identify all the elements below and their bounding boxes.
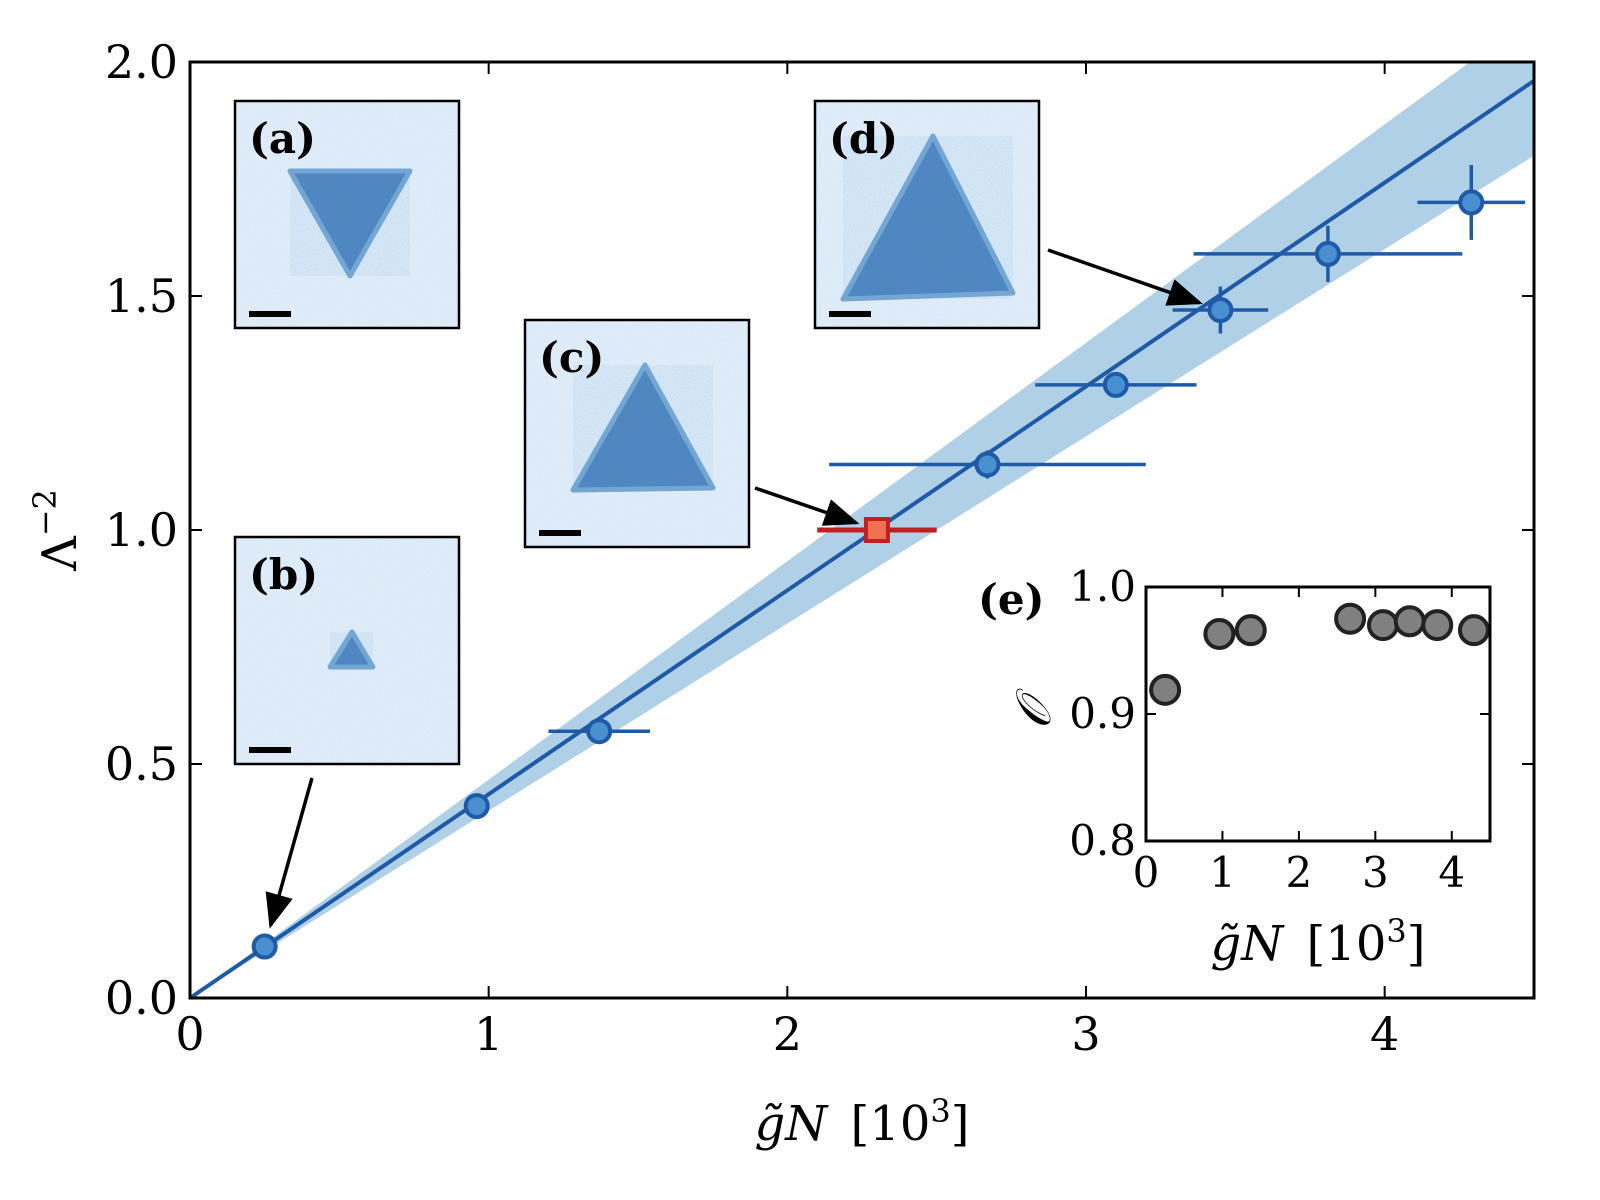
y-tick-label: 1.5 <box>105 269 178 323</box>
inset-point <box>1203 617 1236 650</box>
arrow-d <box>1047 248 1203 306</box>
image-panel-b: (b) <box>233 535 461 766</box>
inset-x-tick-label: 0 <box>1133 848 1160 897</box>
inset-y-tick-label: 1.0 <box>1069 562 1136 611</box>
data-point <box>463 793 490 820</box>
panel-arrows <box>265 248 1203 929</box>
panel-label: (b) <box>249 550 318 599</box>
x-tick-label: 1 <box>474 1007 503 1061</box>
data-point <box>548 718 650 745</box>
main-ticks: 0 1 2 3 40.00.51.01.52.0 <box>105 35 1534 1061</box>
inset-data-points <box>1149 602 1490 706</box>
panel-frame <box>523 318 751 549</box>
inset-x-tick-label: 4 <box>1438 848 1465 897</box>
point-marker <box>586 718 613 745</box>
data-points <box>251 164 1526 960</box>
point-marker <box>1314 240 1341 267</box>
x-tick-label: 0 <box>175 1007 204 1061</box>
inset-point <box>1234 614 1267 647</box>
data-point <box>1193 225 1463 282</box>
panel-frame <box>813 99 1041 330</box>
square-marker <box>863 517 890 543</box>
inset-point <box>1366 609 1399 642</box>
inset-ticks: 0 1 2 3 4 0.8 0.9 1.0 <box>1069 562 1490 897</box>
x-tick-label: 4 <box>1370 1007 1399 1061</box>
condensate-noise <box>573 365 713 490</box>
inset-point <box>1393 605 1426 638</box>
inset-x-tick-label: 1 <box>1209 848 1236 897</box>
inset-panel-label: (e) <box>978 575 1044 624</box>
inset-plot: 0 1 2 3 4 0.8 0.9 1.0 (e) 𝒪 g̃N [103] <box>978 562 1492 972</box>
y-tick-label: 1.0 <box>105 503 178 557</box>
panel-frame <box>233 535 461 766</box>
point-marker <box>463 793 490 820</box>
image-panel-c: (c) <box>523 318 751 549</box>
main-axes-frame <box>188 60 1536 1000</box>
arrow-c <box>754 486 860 526</box>
point-marker <box>1458 189 1485 216</box>
y-tick-label: 0.5 <box>105 737 178 791</box>
x-tick-label: 3 <box>1071 1007 1100 1061</box>
panel-label: (c) <box>539 333 604 382</box>
point-marker <box>1207 297 1234 324</box>
data-point <box>251 933 278 960</box>
image-panel-d: (d) <box>813 99 1041 330</box>
inset-point <box>1334 602 1367 635</box>
inset-axes-frame <box>1144 585 1492 843</box>
point-marker <box>974 451 1001 478</box>
highlight-point <box>817 517 937 543</box>
y-tick-label: 2.0 <box>105 35 178 89</box>
data-point <box>1172 286 1269 334</box>
inset-x-tick-label: 3 <box>1362 848 1389 897</box>
inset-point <box>1421 609 1454 642</box>
condensate-noise <box>330 632 373 667</box>
y-axis-label: Λ−2 <box>26 489 88 572</box>
data-point <box>1035 371 1197 398</box>
inset-y-tick-label: 0.9 <box>1069 689 1136 738</box>
fit-line <box>190 79 1534 998</box>
inset-x-tick-label: 2 <box>1286 848 1313 897</box>
inset-y-axis-label: 𝒪 <box>1006 688 1062 729</box>
y-tick-label: 0.0 <box>105 971 178 1025</box>
condensate-noise <box>843 136 1013 299</box>
inset-point <box>1457 614 1490 647</box>
inset-y-tick-label: 0.8 <box>1069 816 1136 865</box>
data-point <box>829 450 1146 479</box>
panel-frame <box>233 99 461 330</box>
point-marker <box>1102 371 1129 398</box>
condensate-noise <box>290 171 410 276</box>
inset-point <box>1149 673 1182 706</box>
inset-x-axis-label: g̃N [103] <box>1211 912 1426 972</box>
x-tick-label: 2 <box>773 1007 802 1061</box>
arrow-b <box>265 777 314 929</box>
panel-label: (a) <box>249 114 316 163</box>
panel-label: (d) <box>829 114 898 163</box>
image-panels: (a) (b) (c) (d) <box>233 99 1041 766</box>
image-panel-a: (a) <box>233 99 461 330</box>
x-axis-label: g̃N [103] <box>755 1092 970 1152</box>
data-point <box>1417 164 1526 240</box>
point-marker <box>251 933 278 960</box>
